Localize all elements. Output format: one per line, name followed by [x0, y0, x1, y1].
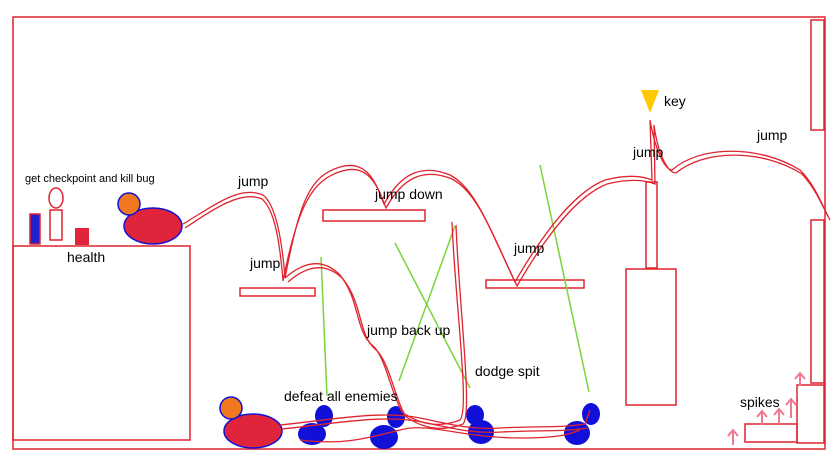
level-border	[12, 16, 826, 450]
enemy	[298, 423, 326, 445]
checkpoint-figure-head	[48, 187, 64, 209]
label-jump-5: jump	[756, 127, 788, 143]
platform-left-low	[239, 287, 316, 297]
label-health: health	[67, 249, 105, 265]
tower-block	[625, 268, 677, 406]
enemy	[387, 406, 405, 428]
platform-middle-high	[322, 209, 426, 222]
player-body-bottom	[223, 413, 283, 449]
key-pillar	[645, 181, 658, 269]
label-jump-1: jump	[237, 173, 269, 189]
label-key: key	[664, 93, 686, 109]
path-trace	[182, 119, 831, 443]
health-box	[75, 228, 89, 245]
checkpoint-figure-body	[49, 209, 63, 241]
label-jump-4: jump	[632, 144, 664, 160]
enemy	[564, 421, 590, 445]
right-wall-lower	[810, 219, 825, 384]
label-defeat-all-enemies: defeat all enemies	[284, 388, 398, 404]
label-jump-down: jump down	[374, 186, 443, 202]
label-dodge-spit: dodge spit	[475, 363, 540, 379]
label-spikes: spikes	[740, 394, 780, 410]
label-jump-2: jump	[249, 255, 281, 271]
label-jump-back-up: jump back up	[366, 322, 450, 338]
enemy	[315, 405, 333, 427]
right-wall-base	[796, 384, 825, 444]
key-icon	[641, 90, 659, 113]
label-jump-3: jump	[513, 240, 545, 256]
spike-box	[744, 423, 798, 443]
player-body-start	[123, 207, 183, 245]
label-checkpoint: get checkpoint and kill bug	[25, 173, 155, 185]
right-wall-upper	[810, 19, 825, 131]
enemy	[466, 405, 484, 425]
start-ground-block	[12, 245, 191, 441]
platform-right-low	[485, 279, 585, 289]
enemy	[370, 425, 398, 449]
enemy-group	[298, 403, 600, 449]
spikes-icon	[727, 371, 806, 445]
player-head-start	[117, 192, 141, 216]
spit-lines	[320, 164, 590, 397]
player-head-bottom	[219, 396, 243, 420]
checkpoint-flag	[29, 213, 41, 245]
enemy	[582, 403, 600, 425]
